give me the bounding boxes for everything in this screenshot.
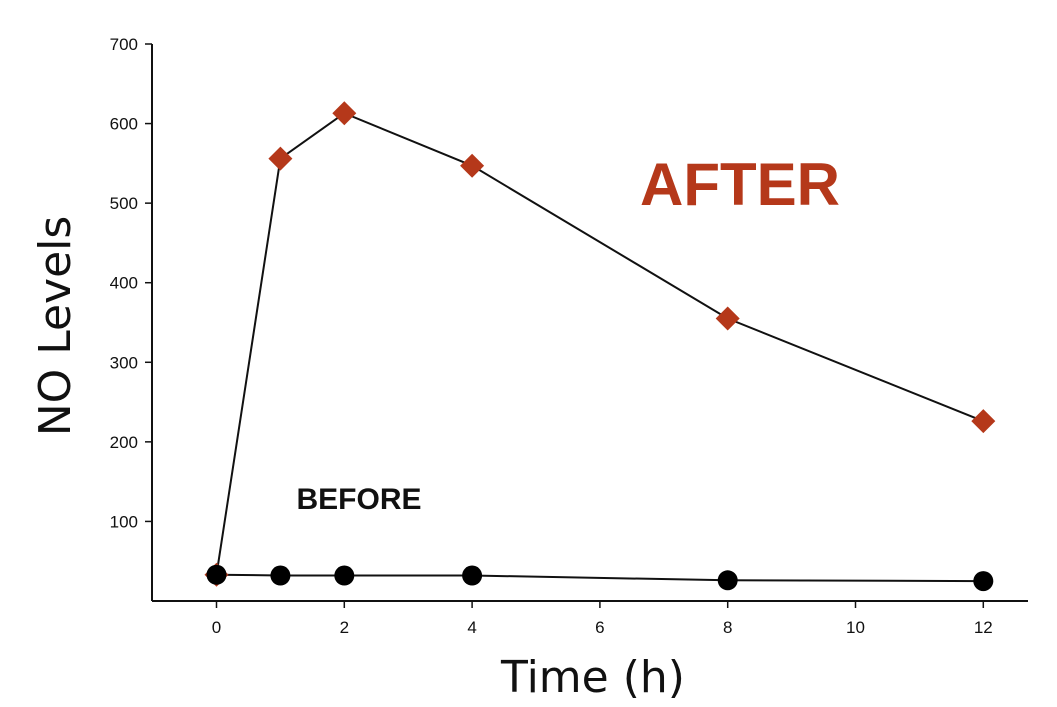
- y-tick-label: 700: [110, 35, 138, 54]
- data-point-before: [334, 565, 355, 586]
- y-tick-label: 500: [110, 194, 138, 213]
- x-tick-label: 4: [467, 618, 476, 637]
- series-lines: [215, 112, 984, 583]
- y-ticks: 100 200 300 400 500 600 700: [110, 35, 152, 531]
- y-tick-label: 400: [110, 274, 138, 293]
- y-tick-label: 300: [110, 353, 138, 372]
- x-tick-label: 2: [340, 618, 349, 637]
- x-ticks: 0 2 4 6 8 10 12: [212, 601, 993, 637]
- data-point-after: [971, 409, 996, 434]
- x-tick-label: 0: [212, 618, 221, 637]
- data-point-before: [717, 570, 738, 591]
- series-line-before: [216, 573, 984, 583]
- x-tick-label: 12: [974, 618, 993, 637]
- data-point-after: [332, 101, 357, 126]
- series-label-before: BEFORE: [296, 483, 421, 516]
- x-tick-label: 10: [846, 618, 865, 637]
- data-point-after: [460, 153, 485, 178]
- data-point-before: [973, 571, 994, 592]
- x-tick-label: 6: [595, 618, 604, 637]
- axes: 100 200 300 400 500 600 700 0 2 4 6 8 10 12: [110, 35, 1028, 637]
- data-point-before: [462, 565, 483, 586]
- y-axis-title: NO Levels: [30, 216, 81, 437]
- data-point-before: [206, 564, 227, 585]
- series-line-after: [215, 112, 984, 575]
- x-tick-label: 8: [723, 618, 732, 637]
- y-tick-label: 100: [110, 512, 138, 531]
- data-point-after: [268, 146, 293, 171]
- y-tick-label: 600: [110, 115, 138, 134]
- series-markers: [204, 101, 996, 592]
- series-label-after: AFTER: [640, 151, 840, 218]
- x-axis-title: Time (h): [500, 652, 685, 703]
- data-point-after: [715, 306, 740, 331]
- data-point-before: [270, 565, 291, 586]
- y-tick-label: 200: [110, 433, 138, 452]
